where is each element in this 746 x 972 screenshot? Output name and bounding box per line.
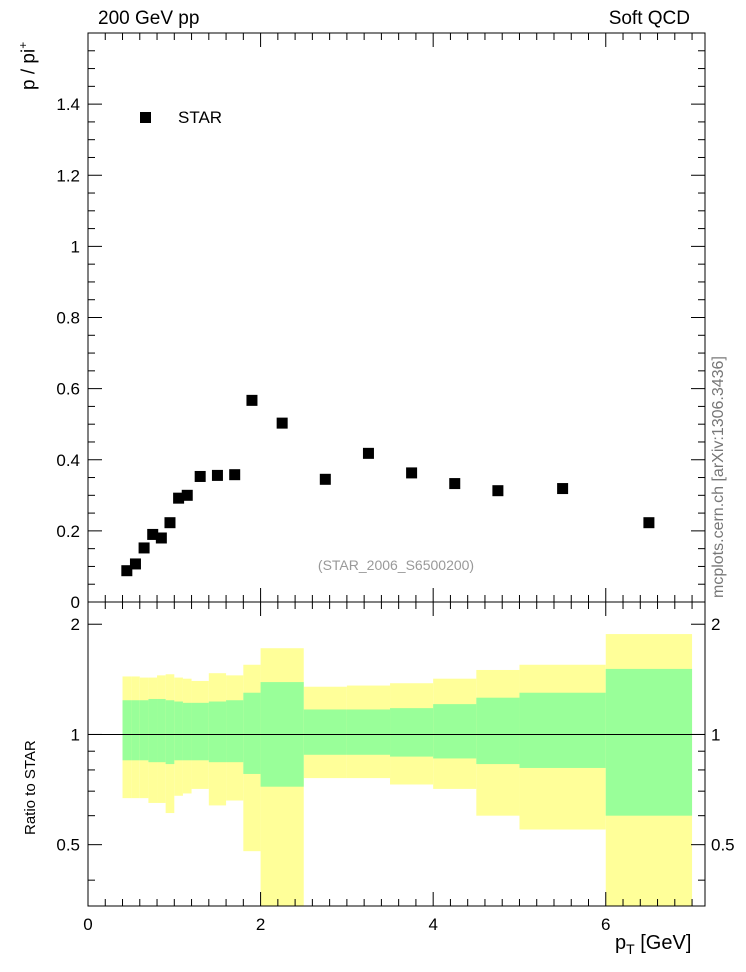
legend-label: STAR xyxy=(178,108,222,127)
data-point xyxy=(194,470,206,482)
x-tick-label: 0 xyxy=(83,915,92,934)
data-point xyxy=(121,565,133,577)
inner-band-bin xyxy=(182,702,192,761)
legend: STAR xyxy=(140,108,222,127)
inner-band-bin xyxy=(433,704,477,759)
ratio-tick-label-right: 2 xyxy=(711,615,720,634)
data-point xyxy=(229,469,241,481)
data-point xyxy=(643,517,655,529)
inner-band-bin xyxy=(174,701,183,761)
ratio-tick-label-right: 1 xyxy=(711,725,720,744)
inner-band-bin xyxy=(157,698,166,763)
data-point xyxy=(129,558,141,570)
x-axis-title: pT [GeV] xyxy=(615,932,692,957)
y-tick-label: 1.4 xyxy=(56,95,80,114)
y-tick-label: 1 xyxy=(71,237,80,256)
inner-band-bin xyxy=(191,702,209,761)
top-y-axis-title: p / pi+ xyxy=(16,41,40,90)
analysis-id: (STAR_2006_S6500200) xyxy=(318,557,474,573)
data-point xyxy=(246,394,258,406)
data-point xyxy=(164,517,176,529)
axis-ticks xyxy=(87,32,705,906)
y-tick-label: 1.2 xyxy=(56,166,80,185)
inner-band-bin xyxy=(605,668,693,816)
y-tick-label: 0 xyxy=(71,593,80,612)
header-left-label: 200 GeV pp xyxy=(98,8,200,29)
data-point xyxy=(276,417,288,429)
data-point xyxy=(181,489,193,501)
inner-band-bin xyxy=(148,698,158,763)
ratio-tick-label-right: 0.5 xyxy=(711,836,735,855)
inner-band-bin xyxy=(208,701,227,763)
data-point xyxy=(319,473,331,485)
y-tick-label: 0.8 xyxy=(56,309,80,328)
bottom-panel-frame xyxy=(87,601,706,907)
inner-band-bin xyxy=(390,708,434,757)
side-credit-label: mcplots.cern.ch [arXiv:1306.3436] xyxy=(710,356,727,598)
legend-marker xyxy=(140,112,151,123)
data-point xyxy=(557,483,569,495)
x-tick-label: 4 xyxy=(428,915,437,934)
header-right-label: Soft QCD xyxy=(608,8,690,29)
ratio-tick-label-left: 2 xyxy=(71,615,80,634)
data-point xyxy=(147,528,159,540)
tick-labels: 0 2 4 6 0 0.2 0.4 0.6 0.8 1 1.2 1.4 0.5 0.5 1 1 2 2 xyxy=(56,95,734,934)
inner-band-bin xyxy=(519,692,606,768)
inner-band-bin xyxy=(346,709,391,755)
ratio-bands xyxy=(122,634,693,906)
data-point xyxy=(173,492,185,504)
inner-band-bin xyxy=(476,697,520,765)
data-point xyxy=(406,467,418,479)
data-point xyxy=(449,478,461,490)
inner-band-bin xyxy=(131,700,140,761)
ratio-tick-label-left: 1 xyxy=(71,725,80,744)
x-tick-label: 2 xyxy=(256,915,265,934)
ratio-tick-label-left: 0.5 xyxy=(56,836,80,855)
bottom-y-axis-title: Ratio to STAR xyxy=(22,740,39,835)
inner-band-bin xyxy=(165,700,175,765)
data-point xyxy=(155,532,167,544)
inner-band-bin xyxy=(226,700,244,763)
data-point xyxy=(492,485,504,497)
inner-band-bin xyxy=(303,709,347,755)
inner-band-bin xyxy=(122,700,132,761)
data-point xyxy=(211,469,223,481)
x-tick-label: 6 xyxy=(601,915,610,934)
data-points xyxy=(121,394,655,577)
y-tick-label: 0.4 xyxy=(56,451,80,470)
data-point xyxy=(362,447,374,459)
y-tick-label: 0.6 xyxy=(56,380,80,399)
data-point xyxy=(138,542,150,554)
inner-band-bin xyxy=(243,692,261,774)
inner-band-bin xyxy=(139,700,149,761)
y-tick-label: 0.2 xyxy=(56,522,80,541)
